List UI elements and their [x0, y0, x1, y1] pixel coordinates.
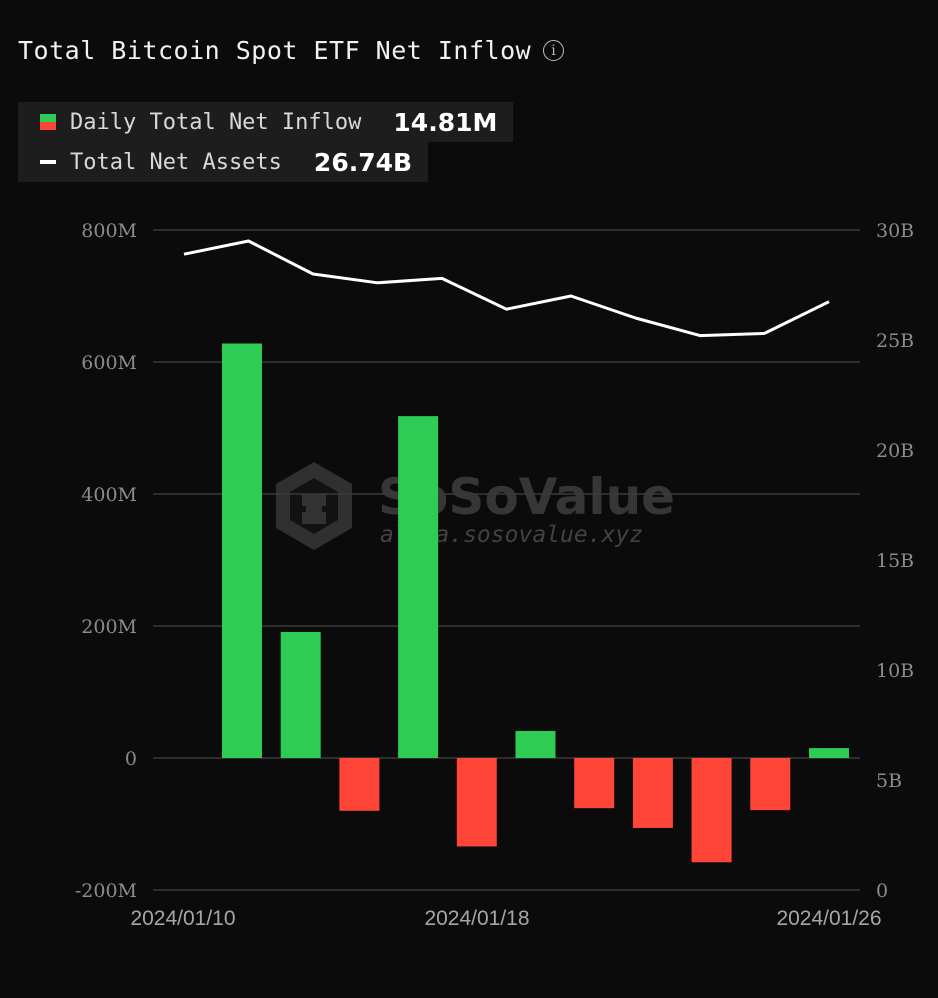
x-axis: 2024/01/10 2024/01/18 2024/01/26: [130, 907, 881, 930]
bars: [222, 343, 849, 863]
x-tick-label: 2024/01/10: [130, 907, 235, 930]
right-tick-label: 0: [876, 880, 888, 902]
line-series: [183, 239, 830, 338]
x-tick-label: 2024/01/26: [776, 907, 881, 930]
inflow-bar: [280, 631, 321, 758]
right-tick-label: 15B: [876, 550, 914, 572]
right-tick-label: 10B: [876, 660, 914, 682]
inflow-bar: [632, 758, 673, 828]
left-tick-label: -200M: [75, 880, 137, 902]
inflow-bar: [809, 748, 849, 758]
legend-label: Total Net Assets: [70, 149, 282, 175]
chart-title: Total Bitcoin Spot ETF Net Inflow i: [18, 36, 565, 65]
legend-label: Daily Total Net Inflow: [70, 109, 362, 135]
legend-swatch-bar: [40, 114, 56, 130]
inflow-bar: [398, 416, 439, 758]
inflow-bar: [222, 343, 262, 758]
left-tick-label: 600M: [81, 352, 137, 374]
inflow-bar: [515, 730, 556, 758]
watermark: SoSoValue alpha.sosovalue.xyz: [276, 462, 675, 550]
inflow-bar: [574, 758, 615, 809]
legend-swatch-line: [40, 160, 56, 164]
grid-lines: [153, 229, 860, 891]
right-axis: 30B 25B 20B 15B 10B 5B 0: [876, 220, 914, 902]
x-tick-label: 2024/01/18: [424, 907, 529, 930]
inflow-bar: [691, 758, 732, 863]
legend-item-assets[interactable]: Total Net Assets 26.74B: [18, 142, 429, 182]
left-tick-label: 400M: [81, 484, 137, 506]
total-net-assets-line: [183, 239, 830, 338]
right-tick-label: 25B: [876, 330, 914, 352]
inflow-bar: [339, 758, 380, 811]
left-tick-label: 800M: [81, 220, 137, 242]
sosovalue-logo-icon: [276, 462, 352, 550]
chart-title-text: Total Bitcoin Spot ETF Net Inflow: [18, 36, 532, 65]
legend-item-inflow[interactable]: Daily Total Net Inflow 14.81M: [18, 102, 514, 142]
inflow-bar: [750, 758, 791, 811]
left-tick-label: 200M: [81, 616, 137, 638]
right-tick-label: 30B: [876, 220, 914, 242]
legend-value: 14.81M: [393, 107, 498, 137]
right-tick-label: 5B: [876, 770, 902, 792]
right-tick-label: 20B: [876, 440, 914, 462]
legend-value: 26.74B: [313, 147, 413, 177]
info-icon[interactable]: i: [543, 40, 565, 61]
left-axis: 800M 600M 400M 200M 0 -200M: [75, 220, 137, 902]
legend: Daily Total Net Inflow 14.81M Total Net …: [18, 102, 514, 182]
left-tick-label: 0: [125, 748, 137, 770]
inflow-bar: [456, 758, 497, 847]
